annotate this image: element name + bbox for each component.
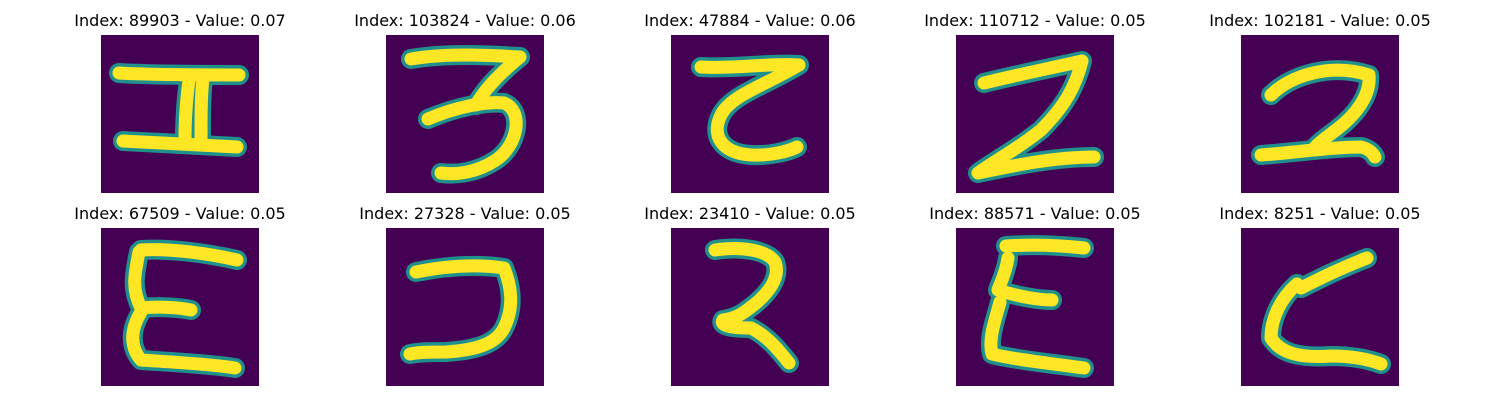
panel-title: Index: 88571 - Value: 0.05	[929, 204, 1141, 223]
image-panel: Index: 47884 - Value: 0.06	[620, 10, 880, 193]
stroke-core	[694, 58, 806, 162]
image-panel: Index: 103824 - Value: 0.06	[335, 10, 595, 193]
panel-title: Index: 47884 - Value: 0.06	[644, 11, 856, 30]
panel-title: Index: 27328 - Value: 0.05	[359, 204, 571, 223]
digit-image	[101, 35, 259, 193]
stroke-core	[126, 305, 242, 375]
digit-image	[671, 35, 829, 193]
digit-image	[671, 228, 829, 386]
stroke-core	[971, 54, 1101, 180]
panel-title: Index: 102181 - Value: 0.05	[1209, 11, 1431, 30]
stroke-core	[403, 259, 518, 361]
glyph-reverse-c-shape	[386, 228, 544, 386]
glyph-c-shape	[671, 35, 829, 193]
stroke-core	[1294, 251, 1374, 295]
stroke-core	[421, 96, 523, 181]
stroke-core	[112, 66, 246, 82]
digit-image	[386, 228, 544, 386]
stroke-core	[128, 245, 148, 315]
digit-image	[386, 35, 544, 193]
image-panel: Index: 102181 - Value: 0.05	[1190, 10, 1450, 193]
glyph-e-shape	[101, 228, 259, 386]
stroke-core	[999, 238, 1091, 255]
stroke-core	[1254, 140, 1382, 164]
stroke-core	[708, 242, 796, 370]
image-panel: Index: 67509 - Value: 0.05	[50, 203, 310, 386]
glyph-hook-shape	[671, 228, 829, 386]
image-panel: Index: 8251 - Value: 0.05	[1190, 203, 1450, 386]
stroke-core	[1264, 277, 1388, 371]
glyph-z-shape	[956, 35, 1114, 193]
glyph-three-shape	[386, 35, 544, 193]
stroke-core	[194, 72, 210, 148]
panel-title: Index: 8251 - Value: 0.05	[1219, 204, 1421, 223]
glyph-two-shape	[1241, 35, 1399, 193]
stroke-core	[134, 243, 244, 267]
image-panel: Index: 89903 - Value: 0.07	[50, 10, 310, 193]
glyph-sigma-shape	[956, 228, 1114, 386]
stroke-core	[1264, 63, 1376, 157]
digit-image	[101, 228, 259, 386]
panel-title: Index: 67509 - Value: 0.05	[74, 204, 286, 223]
digit-image	[1241, 228, 1399, 386]
stroke-core	[178, 73, 196, 146]
image-panel: Index: 23410 - Value: 0.05	[620, 203, 880, 386]
digit-image	[956, 35, 1114, 193]
glyph-l-shape	[1241, 228, 1399, 386]
panel-title: Index: 89903 - Value: 0.07	[74, 11, 286, 30]
image-panel: Index: 27328 - Value: 0.05	[335, 203, 595, 386]
image-panel: Index: 88571 - Value: 0.05	[905, 203, 1165, 386]
stroke-core	[404, 48, 527, 112]
image-panel: Index: 110712 - Value: 0.05	[905, 10, 1165, 193]
glyph-h-shape	[101, 35, 259, 193]
stroke-core	[984, 295, 1091, 375]
stroke-core	[116, 134, 244, 154]
digit-image	[956, 228, 1114, 386]
panel-title: Index: 103824 - Value: 0.06	[354, 11, 576, 30]
stroke-core	[991, 251, 1059, 307]
stroke-core	[134, 300, 198, 317]
digit-image	[1241, 35, 1399, 193]
panel-title: Index: 110712 - Value: 0.05	[924, 11, 1146, 30]
panel-title: Index: 23410 - Value: 0.05	[644, 204, 856, 223]
